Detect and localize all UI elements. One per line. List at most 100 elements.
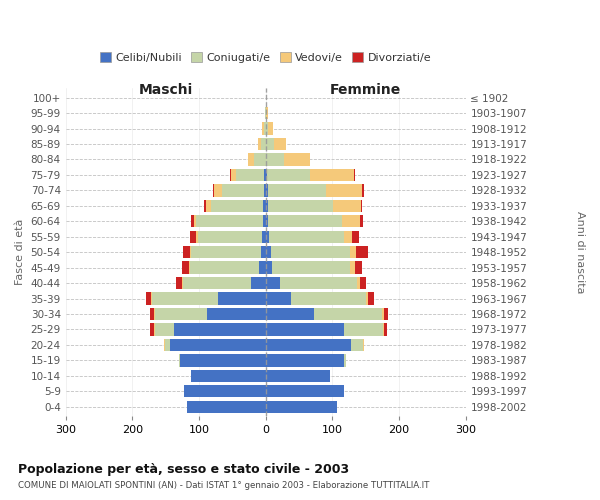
Bar <box>266 184 268 196</box>
Bar <box>187 400 266 413</box>
Bar <box>266 107 268 120</box>
Bar <box>214 184 223 196</box>
Bar <box>191 215 194 228</box>
Bar <box>266 277 280 289</box>
Text: Femmine: Femmine <box>330 83 401 97</box>
Bar <box>350 246 356 258</box>
Bar <box>182 277 183 289</box>
Bar <box>223 184 263 196</box>
Bar <box>154 308 155 320</box>
Bar <box>365 292 368 304</box>
Bar <box>206 200 211 212</box>
Bar <box>274 138 286 150</box>
Bar <box>266 138 274 150</box>
Bar <box>231 168 236 181</box>
Bar <box>236 168 265 181</box>
Bar <box>254 154 266 166</box>
Bar <box>269 230 344 243</box>
Bar <box>383 308 388 320</box>
Bar <box>350 262 355 274</box>
Bar <box>266 292 291 304</box>
Bar <box>196 215 263 228</box>
Bar <box>333 200 361 212</box>
Bar <box>155 308 207 320</box>
Bar <box>265 168 266 181</box>
Bar <box>363 338 364 351</box>
Bar <box>197 230 262 243</box>
Bar <box>267 168 310 181</box>
Bar <box>151 308 154 320</box>
Bar <box>284 154 310 166</box>
Bar <box>263 200 266 212</box>
Bar <box>182 262 189 274</box>
Legend: Celibi/Nubili, Coniugati/e, Vedovi/e, Divorziati/e: Celibi/Nubili, Coniugati/e, Vedovi/e, Di… <box>95 48 436 68</box>
Bar <box>218 292 266 304</box>
Bar <box>207 308 266 320</box>
Bar <box>266 370 330 382</box>
Bar <box>341 215 360 228</box>
Bar <box>173 323 266 336</box>
Bar <box>266 308 314 320</box>
Bar <box>310 168 353 181</box>
Text: Maschi: Maschi <box>139 83 193 97</box>
Bar <box>357 277 359 289</box>
Bar <box>230 168 231 181</box>
Bar <box>248 154 254 166</box>
Bar <box>266 400 337 413</box>
Bar <box>262 122 263 134</box>
Bar <box>181 354 266 366</box>
Bar <box>261 246 266 258</box>
Bar <box>356 246 368 258</box>
Bar <box>151 292 152 304</box>
Bar <box>211 200 263 212</box>
Y-axis label: Fasce di età: Fasce di età <box>15 219 25 286</box>
Bar <box>190 246 191 258</box>
Bar <box>314 308 382 320</box>
Bar <box>213 184 214 196</box>
Bar <box>205 200 206 212</box>
Bar <box>266 354 344 366</box>
Y-axis label: Anni di nascita: Anni di nascita <box>575 211 585 294</box>
Bar <box>268 200 333 212</box>
Bar <box>353 168 355 181</box>
Bar <box>383 323 384 336</box>
Bar <box>263 184 266 196</box>
Bar <box>266 200 268 212</box>
Bar <box>165 338 170 351</box>
Bar <box>268 184 326 196</box>
Bar <box>263 215 266 228</box>
Bar <box>263 122 266 134</box>
Bar <box>194 215 196 228</box>
Bar <box>189 262 190 274</box>
Bar <box>291 292 365 304</box>
Bar <box>344 323 383 336</box>
Bar <box>152 292 218 304</box>
Bar <box>176 277 182 289</box>
Bar <box>266 385 344 398</box>
Bar <box>266 230 269 243</box>
Bar <box>196 230 197 243</box>
Bar <box>272 262 350 274</box>
Bar <box>384 323 387 336</box>
Bar <box>351 338 363 351</box>
Bar <box>266 338 351 351</box>
Bar <box>266 246 271 258</box>
Text: Popolazione per età, sesso e stato civile - 2003: Popolazione per età, sesso e stato civil… <box>18 462 349 475</box>
Bar <box>261 138 266 150</box>
Bar <box>183 277 251 289</box>
Bar <box>280 277 357 289</box>
Bar <box>368 292 374 304</box>
Bar <box>164 338 165 351</box>
Bar <box>266 168 267 181</box>
Bar <box>265 107 266 120</box>
Bar <box>382 308 383 320</box>
Bar <box>355 262 362 274</box>
Bar <box>151 323 154 336</box>
Bar <box>268 215 341 228</box>
Bar <box>154 323 155 336</box>
Bar <box>190 230 196 243</box>
Bar <box>360 215 363 228</box>
Bar <box>262 230 266 243</box>
Bar <box>259 138 261 150</box>
Bar <box>191 370 266 382</box>
